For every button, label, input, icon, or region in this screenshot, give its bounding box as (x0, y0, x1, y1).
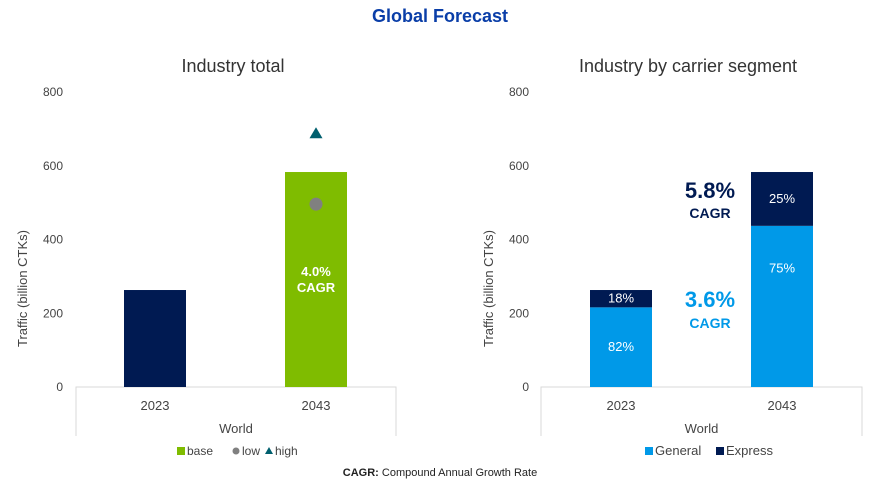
cagr-value: 4.0% (301, 264, 331, 279)
x-tick-label: 2043 (768, 398, 797, 413)
footnote-definition: Compound Annual Growth Rate (378, 467, 538, 479)
legend-low-swatch (232, 447, 240, 455)
legend-high-swatch (265, 447, 273, 454)
x-axis-label: World (219, 421, 253, 436)
legend-base-swatch (177, 447, 185, 455)
high-marker (309, 127, 323, 139)
y-tick-label: 800 (509, 85, 529, 99)
y-tick-label: 600 (43, 159, 63, 173)
general-cagr-label: CAGR (689, 315, 730, 331)
legend-base-label: base (187, 444, 213, 458)
x-tick-label: 2043 (302, 398, 331, 413)
x-tick-label: 2023 (141, 398, 170, 413)
legend-general-swatch (645, 447, 653, 455)
bar-express-2043 (751, 172, 813, 226)
express-share-label: 18% (608, 291, 634, 306)
express-cagr-label: CAGR (689, 205, 730, 221)
x-tick-label: 2023 (607, 398, 636, 413)
legend-express-label: Express (726, 443, 773, 458)
general-share-label: 82% (608, 339, 634, 354)
general-share-label: 75% (769, 260, 795, 275)
legend-low-label: low (242, 444, 260, 458)
bar-express-2023 (590, 290, 652, 308)
express-share-label: 25% (769, 191, 795, 206)
y-tick-label: 800 (43, 85, 63, 99)
panel-title-1: Industry by carrier segment (579, 56, 797, 76)
y-tick-label: 0 (522, 380, 529, 394)
bar-general-2043 (751, 225, 813, 387)
y-tick-label: 0 (56, 380, 63, 394)
footnote-term: CAGR: (342, 467, 379, 479)
y-tick-label: 200 (43, 306, 63, 320)
general-cagr-value: 3.6% (685, 287, 735, 312)
legend-high-label: high (275, 444, 298, 458)
express-cagr-value: 5.8% (685, 178, 735, 203)
y-axis-label: Traffic (billion CTKs) (15, 230, 30, 347)
bar-general-2023 (590, 307, 652, 387)
y-tick-label: 400 (509, 233, 529, 247)
low-marker (309, 197, 323, 211)
y-axis-label: Traffic (billion CTKs) (481, 230, 496, 347)
cagr-label: CAGR (297, 280, 336, 295)
y-tick-label: 200 (509, 306, 529, 320)
main-title: Global Forecast (371, 6, 509, 26)
y-tick-label: 600 (509, 159, 529, 173)
bar-2023 (124, 290, 186, 387)
x-axis-label: World (685, 421, 719, 436)
legend-general-label: General (655, 443, 701, 458)
y-tick-label: 400 (43, 233, 63, 247)
footnote: CAGR: Compound Annual Growth Rate (0, 467, 880, 479)
panel-title-0: Industry total (181, 56, 284, 76)
legend-express-swatch (716, 447, 724, 455)
